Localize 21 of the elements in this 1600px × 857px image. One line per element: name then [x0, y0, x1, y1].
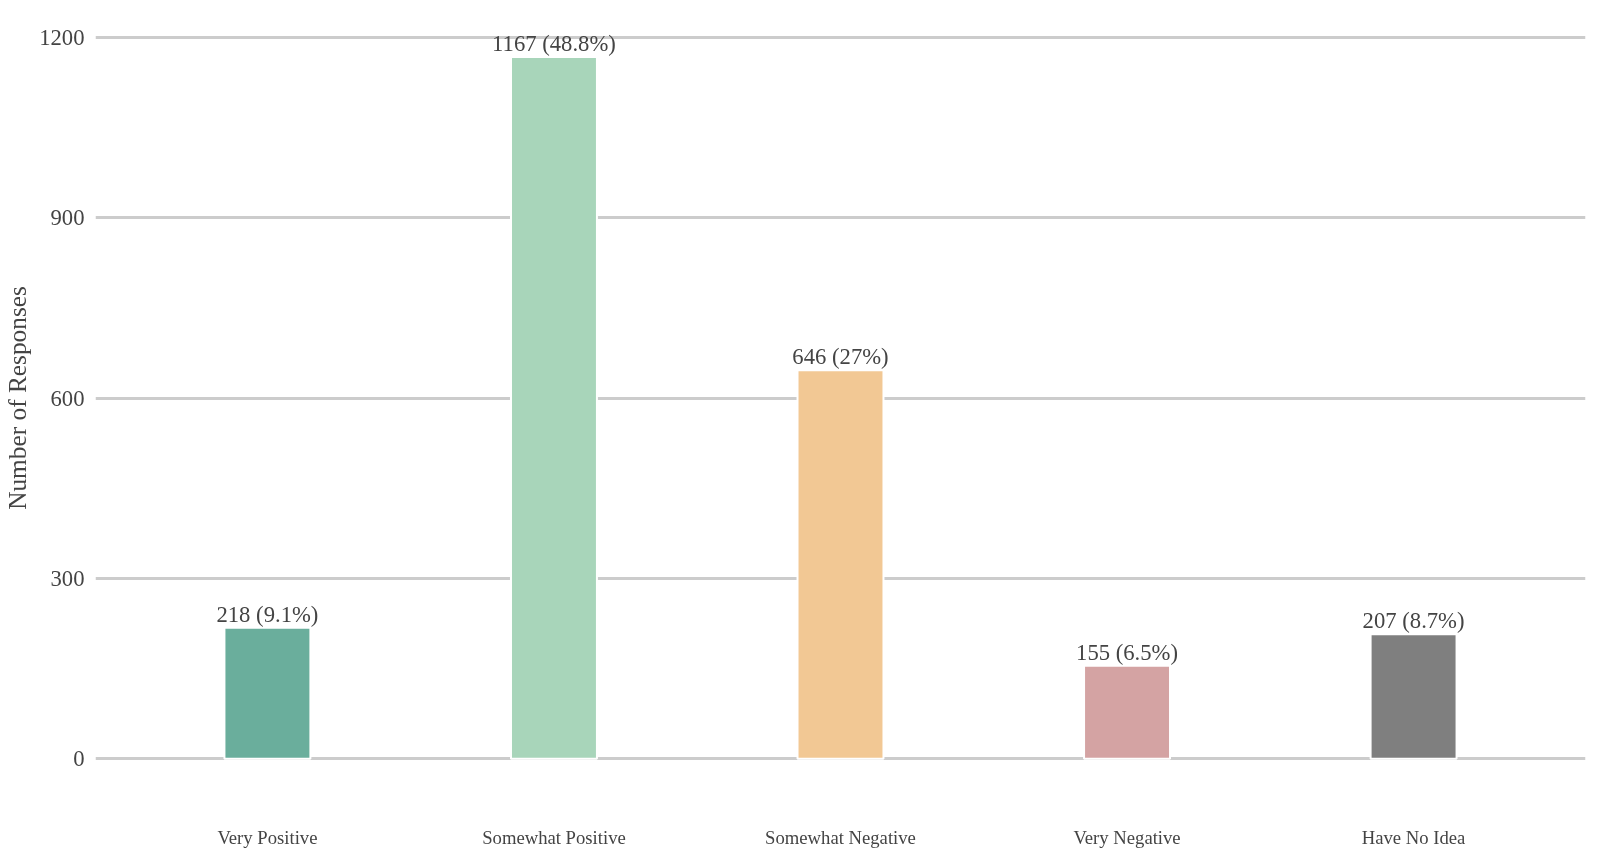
y-tick-label: 1200: [39, 24, 85, 50]
bar: [509, 56, 598, 760]
y-tick-label: 900: [50, 205, 85, 231]
x-tick-label: Have No Idea: [1361, 826, 1467, 848]
data-label: 207 (8.7%): [1362, 608, 1465, 634]
x-tick-label: Somewhat Positive: [482, 826, 626, 848]
x-tick-label: Very Negative: [1073, 826, 1181, 848]
x-tick-label: Somewhat Negative: [765, 826, 916, 848]
data-label: 218 (9.1%): [216, 601, 319, 627]
y-tick-label: 0: [73, 746, 85, 772]
bar: [1369, 633, 1458, 760]
y-tick-label: 300: [50, 565, 85, 591]
y-tick-label: 600: [50, 385, 85, 411]
bar: [796, 369, 885, 760]
x-tick-label: Very Positive: [217, 826, 318, 848]
data-label: 155 (6.5%): [1076, 639, 1179, 665]
y-axis-title: Number of Responses: [3, 286, 32, 510]
bar: [223, 626, 312, 760]
bar: [1083, 664, 1172, 760]
data-label: 646 (27%): [792, 344, 889, 370]
data-label: 1167 (48.8%): [492, 31, 616, 56]
